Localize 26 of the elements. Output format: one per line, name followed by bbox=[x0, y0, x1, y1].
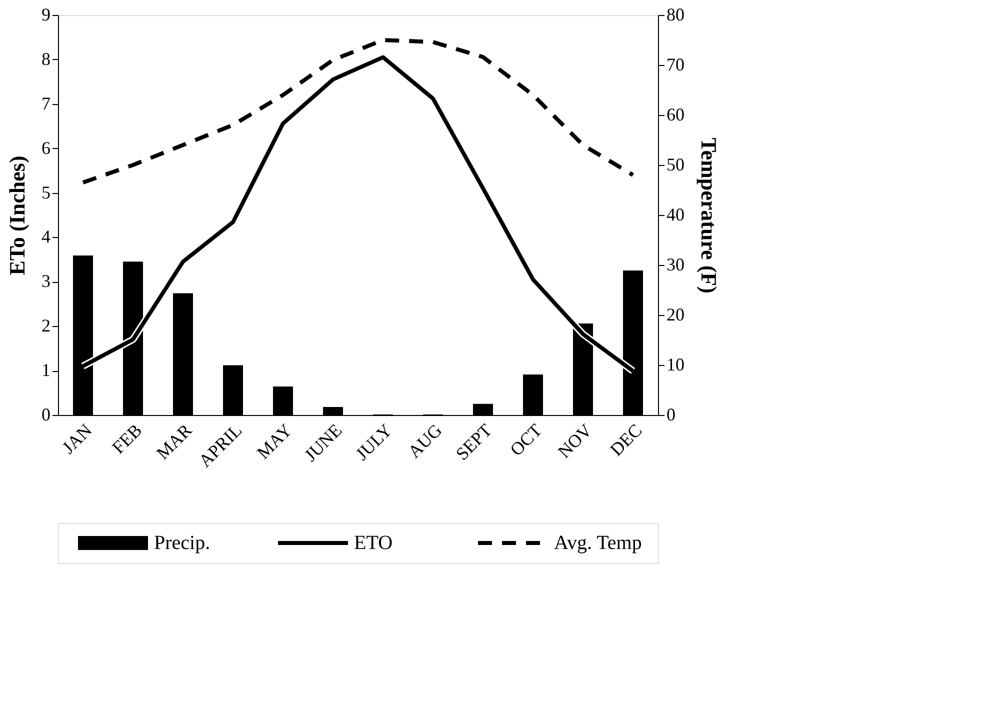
legend-label: ETO bbox=[354, 532, 393, 554]
y2-tick-label: 60 bbox=[666, 104, 684, 124]
y-tick-label: 9 bbox=[42, 4, 50, 24]
y-tick-label: 0 bbox=[42, 404, 50, 424]
y2-tick-label: 40 bbox=[666, 204, 684, 224]
x-tick-label: FEB bbox=[108, 420, 146, 458]
y2-tick-label: 50 bbox=[666, 154, 684, 174]
y-tick-label: 5 bbox=[42, 182, 50, 202]
y2-tick-label: 80 bbox=[666, 4, 684, 24]
y2-tick-label: 20 bbox=[666, 304, 684, 324]
y2-tick-label: 30 bbox=[666, 254, 684, 274]
y-tick-label: 3 bbox=[42, 271, 50, 292]
y2-tick-label: 0 bbox=[666, 404, 676, 424]
y-axis-title: ETo (Inches) bbox=[4, 156, 30, 276]
line-series bbox=[81, 38, 635, 184]
y-tick-label: 4 bbox=[42, 226, 50, 247]
y2-axis-title: Temperature (F) bbox=[696, 138, 722, 294]
y-tick-label: 8 bbox=[42, 48, 50, 69]
y2-tick-label: 10 bbox=[666, 354, 684, 374]
y-tick-label: 2 bbox=[42, 316, 50, 336]
y-tick-label: 6 bbox=[42, 138, 50, 158]
y-tick-label: 7 bbox=[42, 93, 50, 114]
legend-label: Precip. bbox=[154, 532, 210, 554]
y2-tick-label: 70 bbox=[666, 54, 684, 74]
legend-label: Avg. Temp bbox=[554, 532, 642, 554]
y-tick-label: 1 bbox=[42, 360, 50, 380]
